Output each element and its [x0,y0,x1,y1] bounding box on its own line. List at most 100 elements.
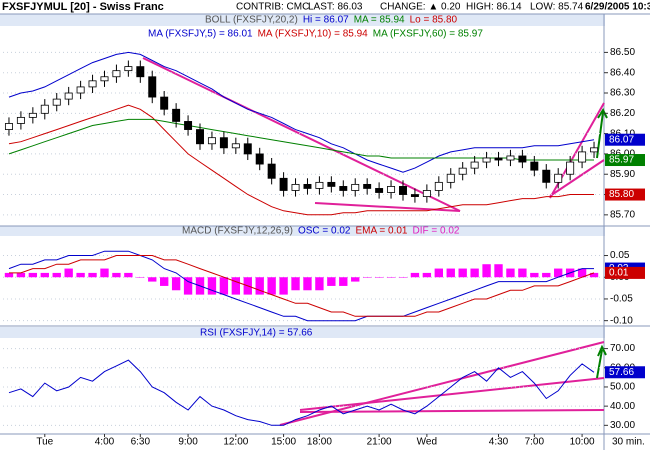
histogram-bar [64,268,73,278]
candle-body [375,188,384,193]
histogram-bar [28,272,38,278]
y-tick-label: 70.00 [610,343,635,354]
histogram-bar [40,272,49,278]
y-tick-label: 50.00 [610,382,635,393]
value-tag [605,133,645,146]
y-tick-label: 86.30 [610,88,635,99]
legend-item: Lo = 85.80 [410,15,458,26]
histogram-bar [422,272,432,278]
candle-body [410,194,419,197]
histogram-bar [542,272,551,278]
legend-band [0,226,605,236]
histogram-bar [52,272,61,278]
histogram-bar [530,272,539,278]
chart-title: FXSFJYMUL [20] - Swiss Franc [2,1,164,13]
legend-band [0,14,605,26]
histogram-bar [112,272,121,278]
histogram-bar [446,268,455,278]
legend-item: BOLL (FXSFJY,20,2) [205,15,298,26]
candle-body [136,66,145,78]
candle-body [315,181,324,189]
value-tag [605,266,645,279]
x-tick-label: Tue [36,437,53,448]
candle-body [530,161,539,171]
value-tag-label: 57.66 [609,367,634,378]
histogram-bar [231,277,241,295]
candle-body [76,86,85,94]
header-field: LAST: 86.03 [308,2,363,13]
y-tick-label: 86.50 [610,47,635,58]
histogram-bar [506,268,515,278]
x-tick-label: 7:00 [525,437,545,448]
value-tag-label: 85.97 [609,155,634,166]
y-tick-label: -0.05 [610,294,633,305]
arrow [596,349,603,379]
candle-body [88,80,97,88]
arrow-head [597,344,607,357]
legend-item: RSI (FXSFJY,14) = 57.66 [200,328,313,339]
candle-body [267,163,276,179]
histogram-bar [554,268,563,278]
candle-body [40,104,49,114]
candle-body [482,157,491,163]
candle-body [255,153,264,165]
candle-body [64,92,73,100]
histogram-bar [207,277,217,295]
histogram-bar [291,277,300,291]
candle-body [112,70,121,78]
legend-item: MA (FXSFJY,60) = 85.97 [373,29,484,40]
y-tick-label: 85.90 [610,169,635,180]
candle-body [422,190,431,197]
candle-body [124,66,133,72]
candle-body [351,183,360,191]
candle-body [148,76,157,98]
candle-body [243,143,252,155]
legend-item: EMA = 0.01 [356,226,408,237]
y-tick-label: -0.10 [610,315,633,326]
trendline [142,57,461,212]
y-tick-label: 0.05 [610,250,630,261]
candle-body [100,76,109,82]
arrow-head [597,107,608,119]
histogram-bar [315,277,324,291]
series-line [9,255,595,317]
candle-body [494,157,503,161]
histogram-bar [219,277,229,295]
candle-body [363,183,372,189]
histogram-bar [255,277,264,295]
histogram-bar [470,268,479,278]
histogram-bar [148,277,157,282]
histogram-bar [16,272,26,278]
header-field: HIGH: 86.14 [466,2,522,13]
header-field: CHANGE: ▲ 0.20 [380,2,461,13]
histogram-bar [374,277,384,278]
x-tick-label: 12:00 [223,437,248,448]
candle-body [52,98,61,106]
trendline [299,377,605,411]
value-tag-label: 0.01 [609,268,629,279]
x-tick-label: 18:00 [307,437,332,448]
histogram-bar [518,268,527,278]
histogram-bar [458,268,467,278]
y-tick-label: 40.00 [610,401,635,412]
histogram-bar [362,277,372,278]
value-tag [605,154,645,167]
x-tick-label: 6:30 [131,437,151,448]
candle-body [554,173,563,183]
x-tick-label: 4:30 [489,437,509,448]
candle-body [518,155,527,163]
candle-body [16,116,25,124]
y-tick-label: 30.00 [610,420,635,431]
histogram-bar [4,272,14,278]
histogram-bar [124,272,133,278]
histogram-bar [589,272,599,278]
candle-body [458,167,467,175]
legend-item: MA = 85.94 [354,15,405,26]
value-tag-label: 86.07 [609,134,634,145]
histogram-bar [482,264,491,278]
x-tick-label: 4:00 [95,437,115,448]
candle-body [4,123,13,130]
candle-body [172,108,181,122]
candle-body [542,169,551,183]
